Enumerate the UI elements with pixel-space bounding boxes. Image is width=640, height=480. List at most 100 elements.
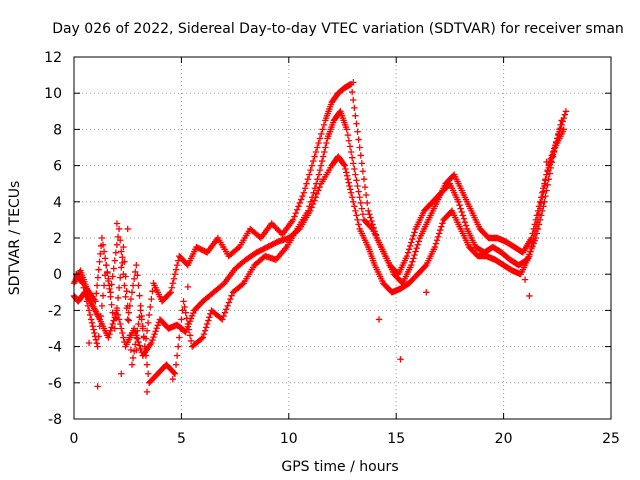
data-point (168, 284, 175, 291)
x-tick-label: 5 (177, 431, 186, 447)
data-point (202, 324, 210, 331)
data-point (341, 162, 348, 169)
data-point (409, 235, 416, 243)
data-point (93, 290, 100, 297)
data-point (439, 220, 446, 227)
data-point (367, 214, 374, 221)
data-point (101, 255, 109, 262)
data-point (95, 333, 102, 340)
data-point (431, 243, 439, 251)
y-tick-label: 10 (44, 86, 62, 102)
data-point (557, 121, 564, 129)
data-point (118, 264, 125, 271)
data-point (405, 246, 413, 253)
data-point (118, 370, 125, 377)
data-point (100, 248, 108, 255)
data-point (319, 153, 327, 160)
data-point (368, 217, 375, 225)
data-point (143, 327, 151, 334)
data-point (311, 197, 318, 204)
data-point (347, 148, 355, 156)
data-point (183, 315, 190, 322)
y-tick-labels: -8 -6 -4 -2 0 2 4 6 8 10 12 (44, 50, 62, 428)
data-point (99, 241, 107, 248)
data-point (147, 303, 154, 311)
data-point (170, 369, 178, 376)
data-point (348, 194, 356, 201)
data-point (186, 332, 194, 339)
data-point (225, 299, 233, 306)
data-point (119, 254, 126, 261)
data-point (148, 339, 155, 347)
data-point (88, 319, 96, 327)
data-point (316, 166, 324, 174)
data-point (292, 209, 299, 217)
data-point (358, 205, 366, 212)
data-point (289, 216, 297, 224)
data-point (116, 274, 124, 281)
data-point (423, 289, 430, 296)
data-point (411, 229, 418, 236)
data-point (559, 118, 566, 125)
data-point (361, 183, 369, 191)
data-point (125, 317, 132, 324)
data-point (342, 165, 349, 173)
data-point (360, 175, 368, 183)
data-point (148, 295, 155, 303)
data-point (562, 108, 570, 115)
data-point (96, 258, 103, 265)
data-point (86, 311, 94, 319)
data-point (296, 199, 304, 207)
data-point (297, 196, 305, 203)
data-point (145, 311, 153, 319)
data-point (84, 302, 92, 310)
data-point (350, 96, 357, 104)
data-point (134, 327, 141, 334)
x-tick-labels: 0 5 10 15 20 25 (70, 431, 620, 447)
x-tick-label: 25 (602, 431, 620, 447)
data-point (78, 278, 85, 286)
data-point (354, 182, 361, 190)
data-point (108, 281, 115, 288)
data-point (522, 257, 530, 264)
data-point (138, 316, 145, 323)
y-tick-label: 2 (53, 231, 62, 247)
data-point (224, 302, 231, 310)
data-point (132, 341, 139, 348)
data-point (104, 269, 111, 277)
data-point (346, 182, 353, 190)
data-point (543, 187, 550, 194)
data-point (171, 271, 179, 278)
data-point (124, 302, 131, 310)
data-point (354, 216, 361, 224)
data-point (316, 183, 323, 191)
data-point (90, 326, 97, 333)
data-point (105, 334, 112, 341)
data-point (99, 292, 107, 299)
data-point (408, 261, 415, 269)
data-point (340, 161, 348, 168)
data-point (180, 298, 187, 305)
y-tick-label: -4 (48, 340, 62, 356)
data-point (118, 248, 125, 255)
data-point (318, 157, 326, 165)
data-point (421, 263, 429, 270)
data-point (532, 234, 540, 242)
data-point (169, 375, 177, 383)
data-point (539, 207, 546, 215)
data-point (115, 284, 123, 291)
data-point (115, 225, 123, 233)
data-point (414, 241, 421, 248)
data-point (185, 326, 193, 333)
data-point (108, 301, 115, 308)
data-point (116, 320, 124, 328)
data-point (356, 194, 363, 201)
data-point (107, 293, 114, 301)
data-point (410, 255, 417, 262)
data-point (93, 340, 101, 347)
data-point (343, 126, 350, 133)
data-point (542, 192, 549, 200)
data-point (169, 280, 177, 287)
data-point (558, 117, 565, 124)
data-point (141, 343, 149, 350)
